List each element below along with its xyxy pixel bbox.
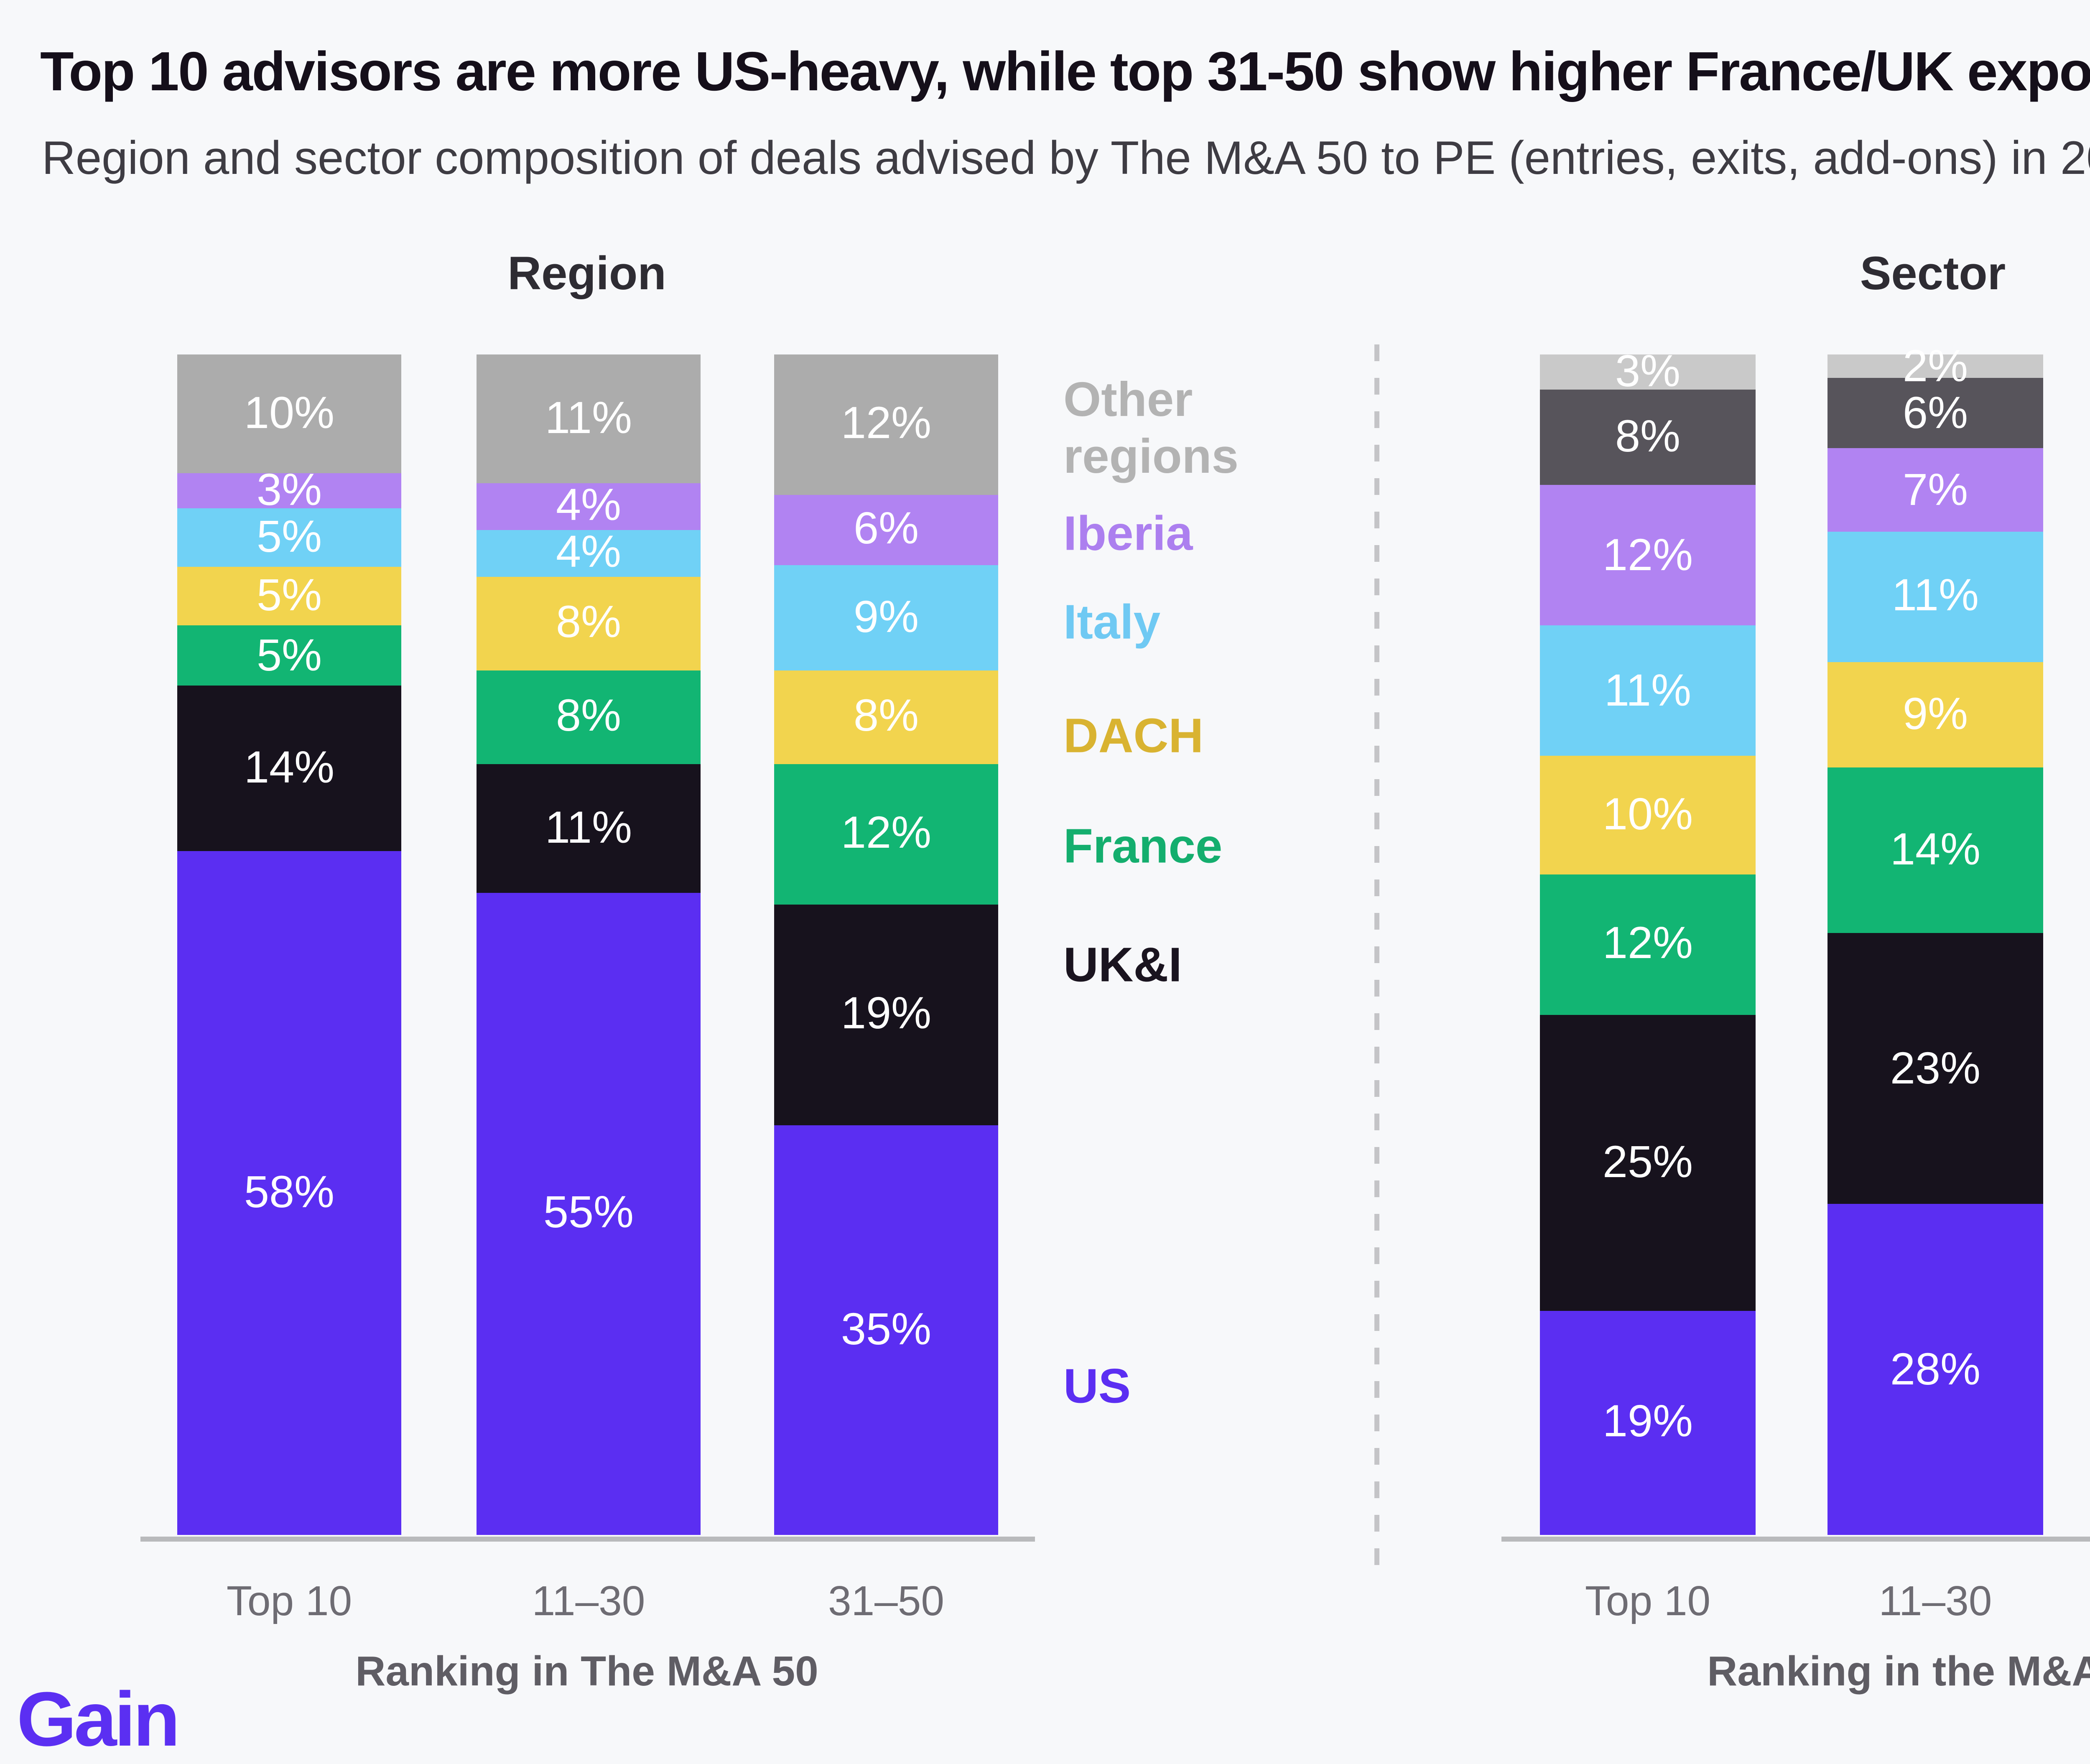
segment-value-label: 3% <box>1615 346 1681 397</box>
segment-value-label: 8% <box>1615 411 1681 461</box>
segment-value-label: 12% <box>1602 918 1693 969</box>
segment-value-label: 35% <box>841 1304 932 1355</box>
bar-segment: 7% <box>1827 449 2043 532</box>
segment-value-label: 10% <box>1602 789 1693 839</box>
segment-value-label: 6% <box>1902 387 1968 438</box>
bar-segment: 5% <box>177 567 401 626</box>
bar-segment: 9% <box>1827 661 2043 768</box>
segment-value-label: 12% <box>1602 529 1693 580</box>
segment-value-label: 14% <box>1890 824 1981 874</box>
segment-value-label: 5% <box>256 511 322 562</box>
bar-segment: 3% <box>177 467 401 512</box>
bar-segment: 8% <box>1540 390 1756 484</box>
bar-segment: 6% <box>1827 378 2043 449</box>
legend-label: Italy <box>1063 596 1161 650</box>
bar-segment: 8% <box>477 576 701 670</box>
bar-segment: 55% <box>477 892 701 1535</box>
segment-value-label: 3% <box>256 464 322 515</box>
region-panel-title: Region <box>507 247 666 299</box>
bar-segment: 4% <box>477 483 701 530</box>
bar-segment: 5% <box>177 626 401 685</box>
bar-segment: 5% <box>177 508 401 567</box>
bar-segment: 8% <box>774 670 998 764</box>
segment-value-label: 4% <box>556 527 622 578</box>
segment-value-label: 19% <box>1602 1397 1693 1447</box>
bar-segment: 8% <box>477 670 701 764</box>
bar-segment: 12% <box>774 354 998 495</box>
bar-segment: 35% <box>774 1126 998 1535</box>
page-subtitle: Region and sector composition of deals a… <box>42 132 2090 184</box>
bar-segment: 2% <box>1827 343 2043 388</box>
segment-value-label: 9% <box>1902 688 1968 739</box>
segment-value-label: 23% <box>1890 1043 1981 1093</box>
sector-panel-title: Sector <box>1860 247 2006 299</box>
bar-segment: 6% <box>774 495 998 565</box>
segment-value-label: 28% <box>1890 1343 1981 1394</box>
segment-value-label: 7% <box>1902 464 1968 515</box>
legend-label: France <box>1063 821 1223 874</box>
bar-segment: 12% <box>1540 874 1756 1016</box>
bar-segment: 12% <box>774 763 998 904</box>
axis-baseline <box>140 1537 1035 1542</box>
legend-label: DACH <box>1063 710 1204 764</box>
segment-value-label: 11% <box>545 802 632 852</box>
bar-segment: 28% <box>1827 1204 2043 1535</box>
page-title: Top 10 advisors are more US-heavy, while… <box>40 40 2090 102</box>
bar-segment: 14% <box>177 685 401 850</box>
bar-segment: 14% <box>1827 767 2043 933</box>
segment-value-label: 58% <box>244 1167 335 1217</box>
bar-segment: 11% <box>477 354 701 483</box>
axis-baseline <box>1501 1537 2090 1542</box>
region-axis-title: Ranking in The M&A 50 <box>355 1649 818 1695</box>
legend-label: Other regions <box>1063 374 1239 485</box>
segment-value-label: 10% <box>244 387 335 438</box>
segment-value-label: 12% <box>841 808 932 858</box>
sector-axis-title: Ranking in the M&A 50 <box>1707 1649 2090 1695</box>
bar-segment: 19% <box>774 904 998 1126</box>
gain-logo: Gain <box>17 1675 180 1762</box>
segment-value-label: 8% <box>853 691 919 741</box>
bar-segment: 19% <box>1540 1310 1756 1535</box>
panel-divider <box>1374 344 1379 1565</box>
bar-segment: 12% <box>1540 484 1756 626</box>
x-tick-label: 31–50 <box>828 1578 945 1625</box>
x-tick-label: Top 10 <box>226 1578 352 1625</box>
segment-value-label: 5% <box>256 570 322 621</box>
segment-value-label: 14% <box>244 742 335 792</box>
segment-value-label: 5% <box>256 630 322 680</box>
segment-value-label: 4% <box>556 480 622 531</box>
bar-segment: 10% <box>177 354 401 473</box>
bar-segment: 58% <box>177 850 401 1535</box>
bar-segment: 25% <box>1540 1015 1756 1311</box>
bar-segment: 9% <box>774 565 998 670</box>
segment-value-label: 25% <box>1602 1137 1693 1188</box>
bar-segment: 11% <box>1540 626 1756 756</box>
segment-value-label: 6% <box>853 504 919 554</box>
legend-label: UK&I <box>1063 939 1182 993</box>
bar-segment: 4% <box>477 527 701 578</box>
x-tick-label: 11–30 <box>532 1578 645 1625</box>
segment-value-label: 11% <box>1891 570 1979 621</box>
segment-value-label: 19% <box>841 989 932 1039</box>
bar-segment: 3% <box>1540 349 1756 394</box>
x-tick-label: 11–30 <box>1878 1578 1992 1625</box>
segment-value-label: 2% <box>1902 340 1968 391</box>
bar-segment: 10% <box>1540 756 1756 874</box>
segment-value-label: 8% <box>556 691 622 741</box>
segment-value-label: 11% <box>545 393 632 443</box>
segment-value-label: 8% <box>556 597 622 647</box>
segment-value-label: 11% <box>1604 665 1692 715</box>
x-tick-label: Top 10 <box>1585 1578 1711 1625</box>
bar-segment: 11% <box>477 763 701 892</box>
segment-value-label: 55% <box>543 1188 634 1238</box>
legend-label: Iberia <box>1063 508 1193 562</box>
legend-label: US <box>1063 1361 1131 1415</box>
bar-segment: 11% <box>1827 531 2043 662</box>
bar-segment: 23% <box>1827 933 2043 1205</box>
segment-value-label: 12% <box>841 398 932 449</box>
segment-value-label: 9% <box>853 591 919 642</box>
